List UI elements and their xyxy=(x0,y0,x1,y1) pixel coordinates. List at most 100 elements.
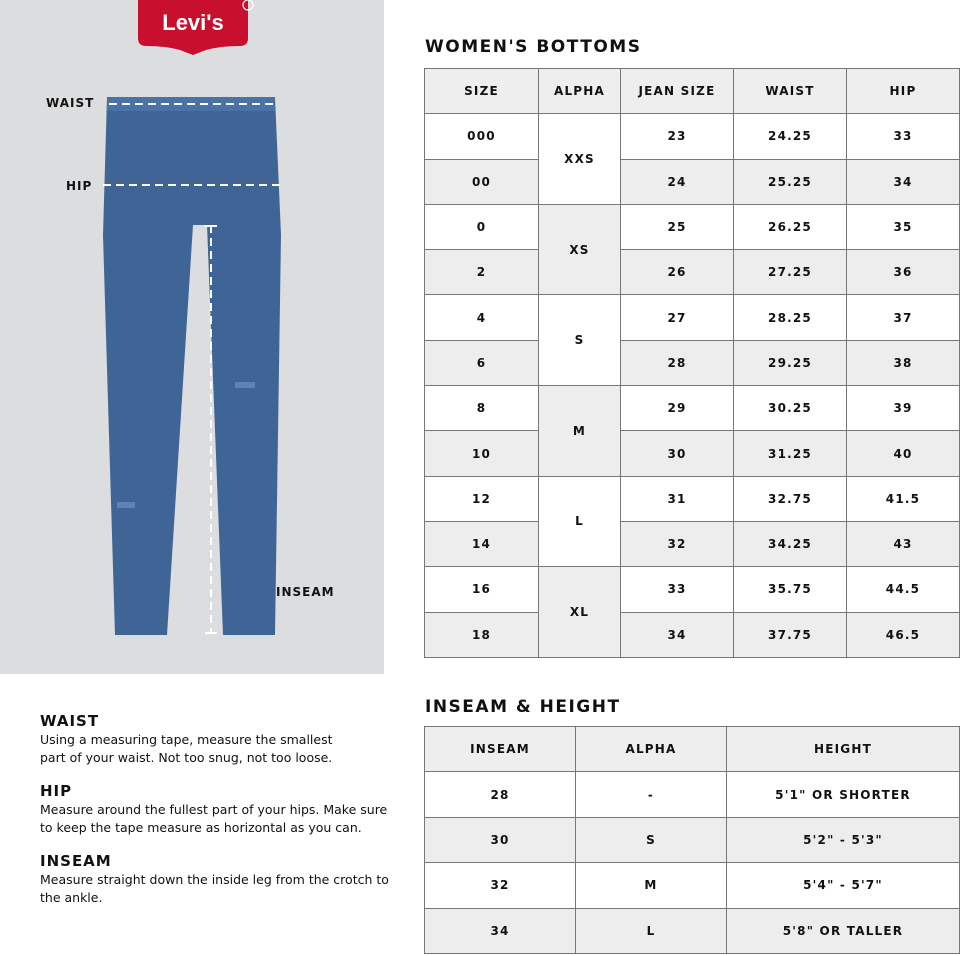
inseam-height-table: INSEAM ALPHA HEIGHT 28 - 5'1" OR SHORTER… xyxy=(424,725,960,954)
table-row: 8 M 29 30.25 39 xyxy=(424,385,960,477)
inseam-label: INSEAM xyxy=(276,585,335,599)
waist-cell: 28.25 xyxy=(733,294,847,341)
height-cell: 5'4" - 5'7" xyxy=(726,862,960,909)
levis-logo: Levi's xyxy=(138,0,254,55)
header-cell: HEIGHT xyxy=(726,725,960,773)
waist-cell: 25.25 xyxy=(733,158,847,205)
size-cell: 10 xyxy=(424,430,539,477)
instruction-text: Measure around the fullest part of your … xyxy=(40,802,388,835)
jean-size-cell: 25 xyxy=(620,203,734,251)
waist-cell: 30.25 xyxy=(733,385,847,432)
jeans-image xyxy=(103,97,281,635)
jean-size-cell: 33 xyxy=(620,566,734,613)
height-cell: 5'1" OR SHORTER xyxy=(726,771,960,818)
size-cell: 4 xyxy=(424,294,539,341)
alpha-cell: S xyxy=(538,294,621,387)
alpha-cell: S xyxy=(575,816,727,864)
table-row: 28 - 5'1" OR SHORTER xyxy=(424,771,960,818)
size-cell: 14 xyxy=(424,520,539,568)
alpha-cell: XXS xyxy=(538,113,621,205)
instruction-text: Measure straight down the inside leg fro… xyxy=(40,872,389,905)
instruction-title: HIP xyxy=(40,782,73,800)
height-cell: 5'8" OR TALLER xyxy=(726,907,960,954)
inseam-cell: 30 xyxy=(424,816,576,864)
hip-cell: 41.5 xyxy=(846,475,960,522)
hip-cell: 43 xyxy=(846,520,960,568)
hip-cell: 38 xyxy=(846,339,960,387)
waist-cell: 29.25 xyxy=(733,339,847,387)
waist-cell: 27.25 xyxy=(733,249,847,296)
waist-cell: 26.25 xyxy=(733,203,847,251)
table-row: 34 L 5'8" OR TALLER xyxy=(424,907,960,954)
inseam-cell: 34 xyxy=(424,907,576,954)
jean-size-cell: 29 xyxy=(620,385,734,432)
hip-instruction: HIP Measure around the fullest part of y… xyxy=(40,781,390,837)
alpha-cell: M xyxy=(575,862,727,909)
size-cell: 16 xyxy=(424,566,539,613)
size-cell: 8 xyxy=(424,385,539,432)
header-row: INSEAM ALPHA HEIGHT xyxy=(424,725,960,773)
hip-cell: 37 xyxy=(846,294,960,341)
alpha-cell: - xyxy=(575,771,727,818)
waist-cell: 32.75 xyxy=(733,475,847,522)
hip-cell: 46.5 xyxy=(846,611,960,658)
womens-size-table: SIZE ALPHA JEAN SIZE WAIST HIP 000 XXS 23 2… xyxy=(424,67,960,658)
hip-cell: 40 xyxy=(846,430,960,477)
table-row: 2 26 27.25 36 xyxy=(424,249,960,296)
hip-cell: 34 xyxy=(846,158,960,205)
womens-bottoms-title: WOMEN'S BOTTOMS xyxy=(425,37,642,57)
table-row: 30 S 5'2" - 5'3" xyxy=(424,816,960,864)
jean-size-cell: 23 xyxy=(620,113,734,160)
table-row: 18 34 37.75 46.5 xyxy=(424,611,960,658)
header-cell: JEAN SIZE xyxy=(620,67,734,115)
alpha-cell: XL xyxy=(538,566,621,658)
hip-cell: 33 xyxy=(846,113,960,160)
table-row: 6 28 29.25 38 xyxy=(424,339,960,387)
inseam-instruction: INSEAM Measure straight down the inside … xyxy=(40,851,390,907)
header-cell: SIZE xyxy=(424,67,539,115)
waist-cell: 24.25 xyxy=(733,113,847,160)
jean-size-cell: 34 xyxy=(620,611,734,658)
size-cell: 12 xyxy=(424,475,539,522)
size-cell: 6 xyxy=(424,339,539,387)
waist-instruction: WAIST Using a measuring tape, measure th… xyxy=(40,711,390,767)
svg-text:Levi's: Levi's xyxy=(162,10,224,35)
instruction-title: INSEAM xyxy=(40,852,112,870)
waist-cell: 31.25 xyxy=(733,430,847,477)
header-row: SIZE ALPHA JEAN SIZE WAIST HIP xyxy=(424,67,960,115)
table-row: 00 24 25.25 34 xyxy=(424,158,960,205)
jean-size-cell: 28 xyxy=(620,339,734,387)
alpha-cell: L xyxy=(538,475,621,568)
header-cell: ALPHA xyxy=(575,725,727,773)
hip-cell: 39 xyxy=(846,385,960,432)
size-cell: 2 xyxy=(424,249,539,296)
waist-cell: 35.75 xyxy=(733,566,847,613)
inseam-cell: 28 xyxy=(424,771,576,818)
height-cell: 5'2" - 5'3" xyxy=(726,816,960,864)
header-cell: ALPHA xyxy=(538,67,621,115)
table-row: 10 30 31.25 40 xyxy=(424,430,960,477)
alpha-cell: M xyxy=(538,385,621,477)
hip-cell: 35 xyxy=(846,203,960,251)
instruction-text: Using a measuring tape, measure the smal… xyxy=(40,732,333,765)
size-cell: 18 xyxy=(424,611,539,658)
table-row: 4 S 27 28.25 37 xyxy=(424,294,960,387)
size-cell: 0 xyxy=(424,203,539,251)
waist-label: WAIST xyxy=(46,96,95,110)
hip-cell: 36 xyxy=(846,249,960,296)
alpha-cell: L xyxy=(575,907,727,954)
table-row: 000 XXS 23 24.25 33 xyxy=(424,113,960,205)
header-cell: WAIST xyxy=(733,67,847,115)
product-photo: Levi's WAIST HIP INSEAM xyxy=(0,0,384,674)
table-row: 0 XS 25 26.25 35 xyxy=(424,203,960,296)
inseam-cell: 32 xyxy=(424,862,576,909)
jean-size-cell: 26 xyxy=(620,249,734,296)
jean-size-cell: 31 xyxy=(620,475,734,522)
hip-label: HIP xyxy=(66,179,93,193)
hip-cell: 44.5 xyxy=(846,566,960,613)
table-row: 16 XL 33 35.75 44.5 xyxy=(424,566,960,658)
jean-size-cell: 32 xyxy=(620,520,734,568)
header-cell: INSEAM xyxy=(424,725,576,773)
waist-cell: 37.75 xyxy=(733,611,847,658)
jean-size-cell: 30 xyxy=(620,430,734,477)
